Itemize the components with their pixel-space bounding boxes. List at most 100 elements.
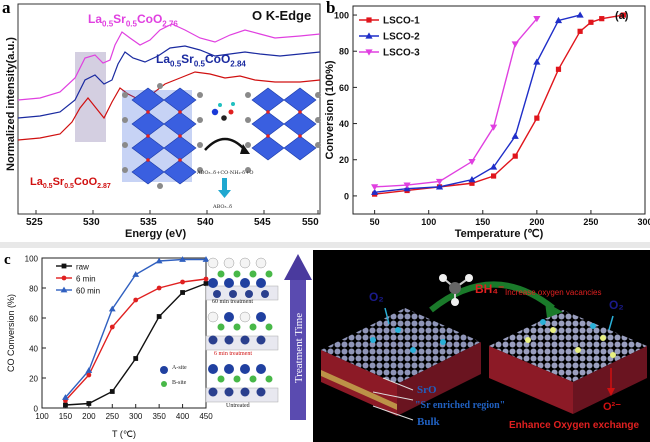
y-tick-label: 100 <box>25 255 39 264</box>
crystal-structure-right <box>245 87 321 173</box>
data-point <box>62 394 69 400</box>
panel-a-label: a <box>2 0 11 17</box>
data-point <box>512 153 518 159</box>
data-point <box>371 184 379 191</box>
data-point <box>511 41 519 48</box>
curve-magenta <box>17 23 321 101</box>
y-axis-label: Conversion (100%) <box>324 60 336 159</box>
x-tick-label: 100 <box>421 217 436 227</box>
x-tick-label: 400 <box>176 412 190 421</box>
data-point <box>180 290 185 295</box>
data-point <box>620 12 626 18</box>
data-point <box>533 58 541 65</box>
x-tick-label: 535 <box>140 217 157 228</box>
legend-label: 6 min <box>76 275 96 284</box>
exchange-label: Enhance Oxygen exchange <box>509 420 640 431</box>
treatment-arrow-head <box>284 254 312 280</box>
legend-label: LSCO-3 <box>383 48 420 59</box>
reaction-arrowhead <box>240 144 250 154</box>
panel-c-co-conversion: 100 150 200 250 300 350 400 450 0 20 40 60 80 100 T (℃… <box>0 250 312 442</box>
panel-a-frame <box>17 3 321 215</box>
label-6min: 6 min treatment <box>214 351 252 357</box>
panel-d-mechanism-illustration: BH₄⁻ Increase oxygen vacancies O₂ O₂ O²⁻… <box>313 250 650 442</box>
o2-right-arrow <box>608 315 614 331</box>
label-60min: 60 min treatment <box>212 299 253 305</box>
data-point <box>403 182 411 189</box>
panel-a-ylabel: Normalized intensity(a.u.) <box>5 37 17 171</box>
o2minus-arrowhead <box>607 388 615 396</box>
formula-label-blue: La0.5Sr0.5CoO2.84 <box>156 52 246 69</box>
x-axis-label: Temperature (℃) <box>455 228 544 240</box>
treatment-schematic-svg <box>205 254 312 420</box>
data-point <box>469 180 475 186</box>
curve-blue <box>17 45 321 119</box>
panel-c-label: c <box>4 252 11 268</box>
slab-left <box>321 308 481 416</box>
series-line-lsco-3 <box>374 18 538 188</box>
data-point <box>554 16 563 24</box>
y-tick-label: 20 <box>339 155 349 165</box>
panel-a-xticklabels: 525 530 535 540 545 550 <box>0 217 322 231</box>
data-point <box>489 124 498 131</box>
data-point <box>63 402 68 408</box>
y-tick-label: 60 <box>339 83 349 93</box>
b-site-dot <box>161 381 167 387</box>
data-point <box>180 279 185 285</box>
bulk-pointer <box>372 405 414 421</box>
x-tick-label: 450 <box>199 412 213 421</box>
data-point <box>109 324 115 330</box>
panel-c-svg: 100 150 200 250 300 350 400 450 0 20 40 60 80 100 T (℃… <box>6 255 213 440</box>
treatment-arrow-shaft <box>290 280 306 420</box>
treatment-time-label: Treatment Time <box>293 312 305 384</box>
data-point <box>156 314 162 319</box>
y-tick-label: 80 <box>339 47 349 57</box>
panel-b-label: b <box>326 0 336 17</box>
y-tick-label: 60 <box>29 315 38 324</box>
treatment-schematic: 60 min treatment 6 min treatment Untreat… <box>204 250 312 442</box>
molecule-icon <box>211 102 235 121</box>
slab-untreated <box>205 364 279 403</box>
data-point <box>133 297 139 303</box>
x-tick-label: 540 <box>197 217 214 228</box>
y-axis-label: CO Conversion (%) <box>6 294 16 372</box>
legend-label: LSCO-1 <box>383 16 420 27</box>
plot-frame <box>352 5 646 215</box>
a-site-label: A-site <box>172 365 187 371</box>
data-point <box>86 372 92 378</box>
sro-label: SrO <box>417 384 437 396</box>
x-tick-label: 350 <box>152 412 166 421</box>
x-tick-label: 530 <box>83 217 100 228</box>
y-tick-label: 40 <box>29 345 38 354</box>
x-tick-label: 545 <box>254 217 271 228</box>
data-point <box>533 16 541 23</box>
down-arrow-shaft <box>222 178 227 190</box>
data-point <box>155 257 163 264</box>
edge-label: O K-Edge <box>252 8 312 23</box>
data-point <box>588 19 594 25</box>
data-point <box>435 183 444 190</box>
data-point <box>435 178 444 186</box>
x-tick-label: 250 <box>583 217 598 227</box>
sro-pointer <box>382 377 414 391</box>
data-point <box>577 28 583 34</box>
panel-a-xlabel: Energy (eV) <box>125 228 187 240</box>
y-tick-label: 100 <box>334 11 349 21</box>
panel-a-xas-spectra: ABO₃₋δ+CO·NH₂·δ+O ABO₃₋δ a O K-Edge La0.… <box>0 0 322 240</box>
formula-label-red: La0.5Sr0.5CoO2.87 <box>30 176 111 191</box>
y-tick-label: 80 <box>29 285 38 294</box>
panel-separator <box>0 242 650 248</box>
data-point <box>86 401 92 406</box>
bulk-label: Bulk <box>417 416 440 428</box>
y-tick-label: 40 <box>339 119 349 129</box>
data-point <box>576 11 584 18</box>
x-tick-label: 250 <box>106 412 120 421</box>
oxygen-vacancy-caption: Increase oxygen vacancies <box>505 288 602 297</box>
x-tick-label: 300 <box>637 217 650 227</box>
legend-label: raw <box>76 263 89 272</box>
curved-arrow <box>429 281 555 313</box>
b-site-label: B-site <box>172 380 187 386</box>
x-tick-label: 200 <box>529 217 544 227</box>
legend-marker <box>365 49 373 56</box>
data-point <box>203 276 209 282</box>
x-tick-label: 100 <box>35 412 49 421</box>
